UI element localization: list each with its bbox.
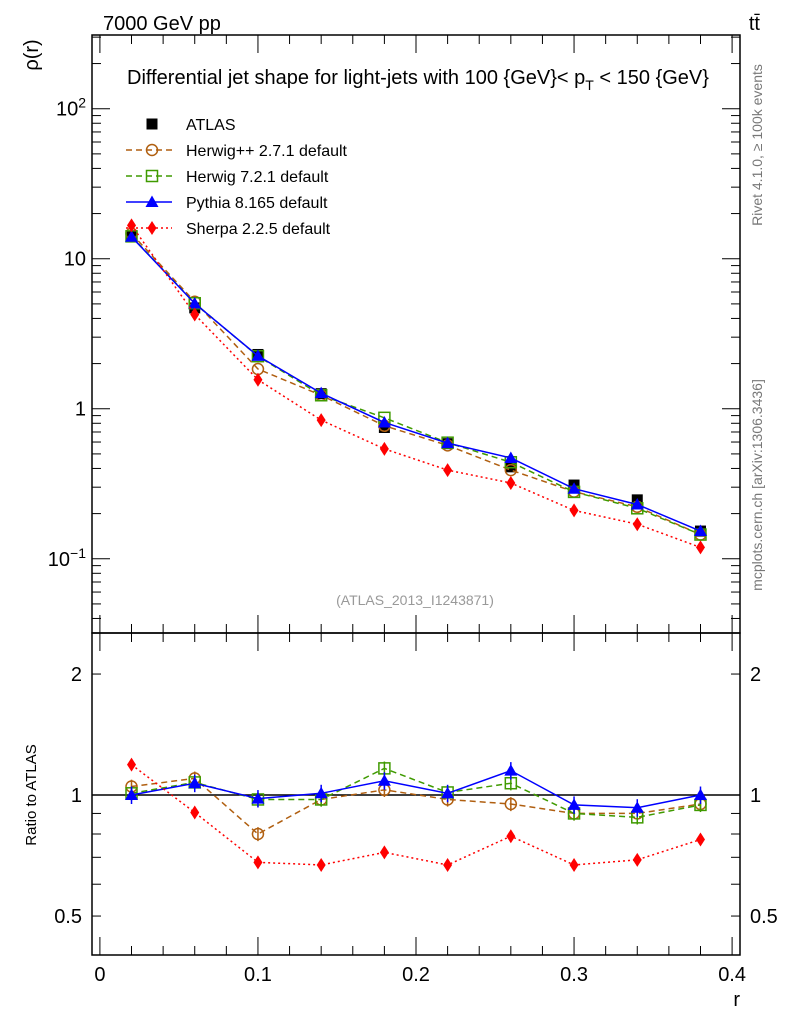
ratio-point xyxy=(443,857,453,872)
series-4: Sherpa 2.2.5 default xyxy=(126,218,705,555)
tick-exponent: 2 xyxy=(78,95,86,111)
tick-exponent: −1 xyxy=(70,545,86,561)
data-point xyxy=(377,415,391,428)
data-point xyxy=(379,441,389,456)
xtick-label: 0 xyxy=(94,964,105,986)
ratio-point xyxy=(251,792,265,804)
ratio-point xyxy=(630,801,644,813)
ratio-point xyxy=(314,786,328,799)
series-line xyxy=(130,233,701,536)
legend-label: ATLAS xyxy=(186,117,236,134)
legend-marker xyxy=(146,118,158,130)
ratio-point xyxy=(316,857,326,872)
ratio-point xyxy=(632,852,642,867)
data-point xyxy=(569,503,579,518)
data-point xyxy=(504,451,518,463)
legend-label: Herwig++ 2.7.1 default xyxy=(186,143,348,160)
data-point xyxy=(378,421,390,433)
data-point xyxy=(695,540,705,555)
ratio-point xyxy=(190,805,200,820)
data-point xyxy=(127,218,137,233)
ratio-point xyxy=(567,798,581,810)
ratio-ytick-label-right: 1 xyxy=(750,785,761,807)
series-3: Pythia 8.165 default xyxy=(125,195,707,537)
x-axis-label: r xyxy=(733,989,740,1011)
energy-label: 7000 GeV pp xyxy=(103,13,221,35)
legend-label: Sherpa 2.2.5 default xyxy=(186,221,331,238)
ratio-line xyxy=(131,777,701,835)
mcplots-label: mcplots.cern.ch [arXiv:1306.3436] xyxy=(749,379,765,591)
data-point xyxy=(630,497,644,510)
ratio-point xyxy=(379,845,389,860)
data-point xyxy=(253,372,263,387)
data-point xyxy=(188,296,202,309)
ratio-series-1 xyxy=(125,761,707,825)
data-point xyxy=(316,413,326,428)
data-point xyxy=(632,517,642,532)
ratio-point xyxy=(506,829,516,844)
ratio-series-2 xyxy=(125,762,707,817)
ratio-ytick-label-left: 1 xyxy=(71,785,82,807)
data-point xyxy=(125,230,139,242)
ratio-point xyxy=(253,855,263,870)
xtick-label: 0.4 xyxy=(718,964,746,986)
ratio-point xyxy=(695,832,705,847)
legend-marker xyxy=(145,169,159,183)
ratio-point xyxy=(188,776,202,789)
data-point xyxy=(443,463,453,478)
ratio-point xyxy=(125,788,139,801)
ratio-ytick-label-right: 0.5 xyxy=(750,906,778,928)
ratio-series-3 xyxy=(127,757,705,872)
xtick-label: 0.2 xyxy=(402,964,430,986)
data-point xyxy=(314,386,328,399)
ratio-point xyxy=(127,757,137,772)
main-ytick-label: 10−1 xyxy=(48,545,86,571)
ratio-line xyxy=(131,764,701,866)
watermark: (ATLAS_2013_I1243871) xyxy=(336,592,494,608)
xtick-label: 0.1 xyxy=(244,964,272,986)
data-point xyxy=(693,524,707,537)
data-point xyxy=(506,475,516,490)
ratio-point xyxy=(504,797,518,811)
legend-marker xyxy=(145,143,159,157)
data-point xyxy=(190,307,200,322)
legend-label: Pythia 8.165 default xyxy=(186,195,328,212)
ratio-point xyxy=(569,857,579,872)
xtick-label: 0.3 xyxy=(560,964,588,986)
data-point xyxy=(504,463,518,477)
main-ytick-label: 102 xyxy=(56,95,86,121)
legend-label: Herwig 7.2.1 default xyxy=(186,169,329,186)
chart-title: Differential jet shape for light-jets wi… xyxy=(127,67,709,93)
title-end: < 150 {GeV} xyxy=(594,67,709,89)
data-point xyxy=(251,349,265,361)
title-main: Differential jet shape for light-jets wi… xyxy=(127,67,585,89)
title-sub: T xyxy=(585,77,594,93)
ratio-ytick-label-right: 2 xyxy=(750,664,761,686)
data-point xyxy=(441,436,455,449)
ratio-point xyxy=(377,774,391,786)
legend-marker xyxy=(145,195,159,207)
process-label: tt̄ xyxy=(749,13,761,35)
ratio-point xyxy=(504,764,518,776)
ratio-point xyxy=(441,786,455,799)
ratio-ytick-label-left: 0.5 xyxy=(54,906,82,928)
ratio-line xyxy=(131,769,701,809)
series-line xyxy=(130,235,701,536)
data-point xyxy=(567,482,581,494)
ratio-ytick-label-left: 2 xyxy=(71,664,82,686)
ratio-point xyxy=(693,788,707,801)
ratio-line xyxy=(131,767,701,819)
rivet-label: Rivet 4.1.0, ≥ 100k events xyxy=(749,64,765,226)
main-ytick-label: 1 xyxy=(75,399,86,421)
plot-layer: 10−1 1 10 102 0.5 0.5 1 1 2 2 0 0.1 0.2 0.3 0.4 ATLAS He… xyxy=(48,34,778,986)
ratio-ylabel: Ratio to ATLAS xyxy=(23,744,40,845)
data-point xyxy=(505,461,517,473)
series-line xyxy=(130,236,701,532)
main-ytick-label: 10 xyxy=(64,249,86,271)
legend-marker xyxy=(147,221,157,235)
ratio-point xyxy=(251,827,265,841)
main-ylabel: ρ(r) xyxy=(21,39,43,70)
